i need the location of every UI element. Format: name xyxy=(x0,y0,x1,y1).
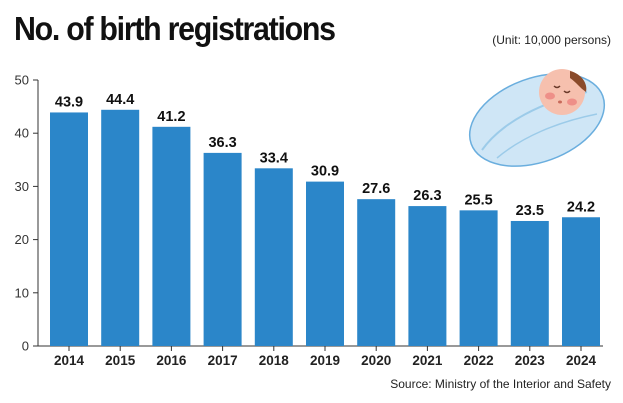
bar xyxy=(50,112,88,347)
bar xyxy=(306,181,344,346)
bar xyxy=(357,199,396,346)
x-tick-label: 2020 xyxy=(361,353,391,368)
x-tick-label: 2016 xyxy=(156,353,187,368)
x-tick-label: 2015 xyxy=(105,353,136,368)
bar xyxy=(510,220,549,346)
x-tick-label: 2018 xyxy=(259,353,290,368)
x-tick-label: 2024 xyxy=(566,353,597,368)
x-tick-label: 2017 xyxy=(208,353,238,368)
data-label: 24.2 xyxy=(567,199,595,215)
bar xyxy=(562,217,600,346)
data-label: 41.2 xyxy=(157,109,185,125)
data-label: 30.9 xyxy=(311,164,339,180)
bar xyxy=(101,109,140,347)
chart-title: No. of birth registrations xyxy=(14,10,336,47)
unit-label: (Unit: 10,000 persons) xyxy=(492,33,611,47)
y-tick-label: 20 xyxy=(15,232,29,247)
y-tick-label: 40 xyxy=(15,126,29,141)
data-label: 33.4 xyxy=(260,150,288,166)
y-tick-label: 0 xyxy=(22,339,29,354)
data-label: 23.5 xyxy=(516,203,544,219)
y-tick-label: 10 xyxy=(15,285,29,300)
bar xyxy=(408,206,447,346)
data-label: 25.5 xyxy=(464,192,492,208)
data-label: 36.3 xyxy=(208,135,236,151)
bar xyxy=(152,126,191,346)
data-label: 26.3 xyxy=(413,188,441,204)
x-tick-label: 2023 xyxy=(515,353,546,368)
swaddled-baby-icon xyxy=(468,69,606,167)
data-label: 44.4 xyxy=(106,92,134,108)
y-tick-label: 50 xyxy=(15,73,29,88)
source-note: Source: Ministry of the Interior and Saf… xyxy=(390,377,611,391)
data-label: 27.6 xyxy=(362,181,390,197)
bar xyxy=(203,152,242,346)
bar xyxy=(254,168,293,346)
bar xyxy=(459,210,498,346)
x-tick-label: 2014 xyxy=(54,353,85,368)
data-label: 43.9 xyxy=(55,94,83,110)
x-tick-label: 2019 xyxy=(310,353,340,368)
x-tick-label: 2022 xyxy=(464,353,494,368)
y-tick-label: 30 xyxy=(15,179,29,194)
x-tick-label: 2021 xyxy=(412,353,443,368)
